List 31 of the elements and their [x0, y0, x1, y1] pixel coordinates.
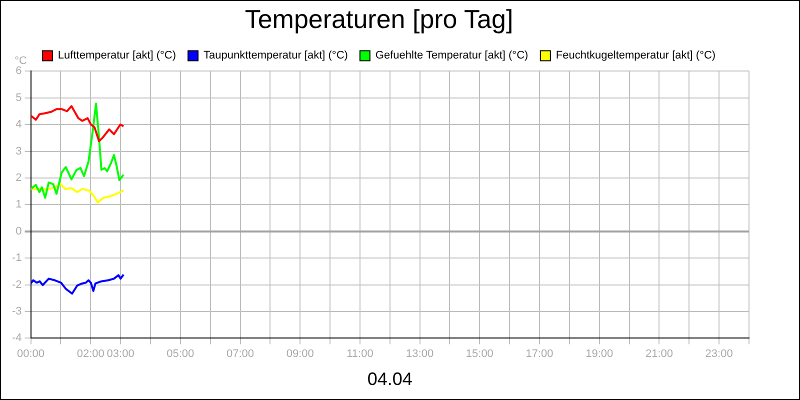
x-axis-title: 04.04: [367, 369, 412, 390]
y-tick-label: -4: [12, 332, 22, 344]
legend-label: Taupunkttemperatur [akt] (°C): [204, 50, 348, 62]
legend-label: Lufttemperatur [akt] (°C): [58, 50, 176, 62]
x-tick-label: 23:00: [705, 348, 733, 360]
x-tick-label: 17:00: [526, 348, 554, 360]
x-tick-label: 09:00: [286, 348, 314, 360]
x-tick-label: 21:00: [645, 348, 673, 360]
x-tick-label: 00:00: [17, 348, 45, 360]
y-tick-label: -2: [12, 278, 22, 291]
y-tick-label: -3: [12, 306, 22, 318]
legend-label: Gefuehlte Temperatur [akt] (°C): [375, 50, 528, 62]
y-tick-label: 3: [16, 145, 22, 158]
y-tick-label: 6: [16, 65, 22, 78]
x-tick-label: 05:00: [166, 348, 194, 360]
y-tick-label: 0: [16, 225, 22, 238]
x-tick-label: 11:00: [346, 348, 374, 360]
chart-title: Temperaturen [pro Tag]: [244, 4, 514, 34]
x-tick-label: 15:00: [466, 348, 494, 360]
y-tick-label: 5: [16, 92, 22, 104]
x-tick-label: 13:00: [406, 348, 434, 360]
y-axis-title: °C: [14, 55, 28, 68]
y-tick-label: 4: [16, 118, 22, 131]
y-tick-label: -1: [12, 252, 22, 264]
x-tick-label: 03:00: [106, 348, 134, 360]
y-tick-label: 2: [16, 172, 22, 184]
x-tick-label: 07:00: [226, 348, 254, 360]
x-tick-label: 19:00: [586, 348, 614, 360]
y-tick-label: 1: [16, 198, 22, 211]
x-tick-label: 02:00: [76, 348, 104, 360]
legend-label: Feuchtkugeltemperatur [akt] (°C): [556, 50, 716, 62]
